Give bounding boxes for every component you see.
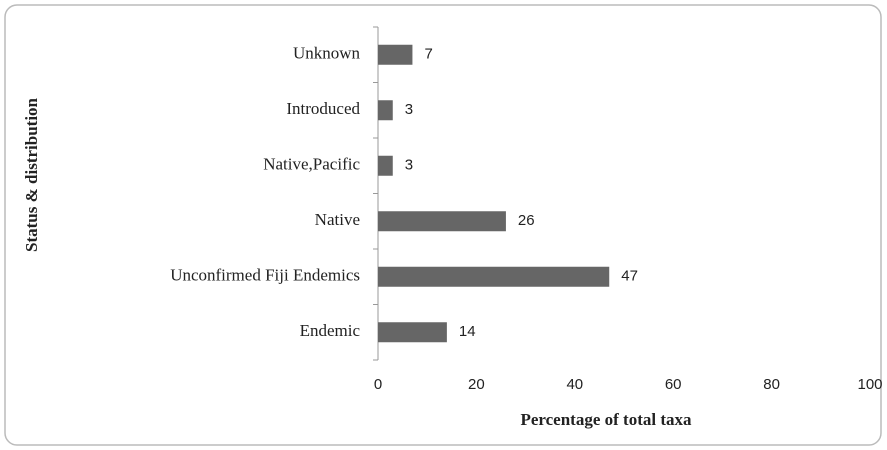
bar xyxy=(378,211,506,232)
x-tick-label: 0 xyxy=(374,376,382,393)
y-tick-label: Unknown xyxy=(293,44,361,63)
bar xyxy=(378,100,393,121)
bar xyxy=(378,44,413,65)
y-tick-label: Native,Pacific xyxy=(263,155,360,174)
y-axis-title: Status & distribution xyxy=(22,97,41,252)
y-tick-label: Native xyxy=(315,210,360,229)
x-tick-label: 40 xyxy=(566,376,583,393)
x-axis-title: Percentage of total taxa xyxy=(520,410,692,429)
data-label: 47 xyxy=(621,268,638,285)
bar xyxy=(378,322,447,343)
x-tick-label: 20 xyxy=(468,376,485,393)
bar xyxy=(378,266,610,287)
data-label: 3 xyxy=(405,101,413,118)
y-tick-label: Unconfirmed Fiji Endemics xyxy=(170,266,360,285)
y-tick-label: Endemic xyxy=(300,321,361,340)
data-label: 7 xyxy=(424,46,432,63)
x-tick-label: 60 xyxy=(665,376,682,393)
data-label: 26 xyxy=(518,212,535,229)
x-tick-label: 100 xyxy=(857,376,882,393)
x-tick-label: 80 xyxy=(763,376,780,393)
bar xyxy=(378,155,393,176)
data-label: 3 xyxy=(405,157,413,174)
y-tick-label: Introduced xyxy=(286,99,360,118)
data-label: 14 xyxy=(459,323,476,340)
